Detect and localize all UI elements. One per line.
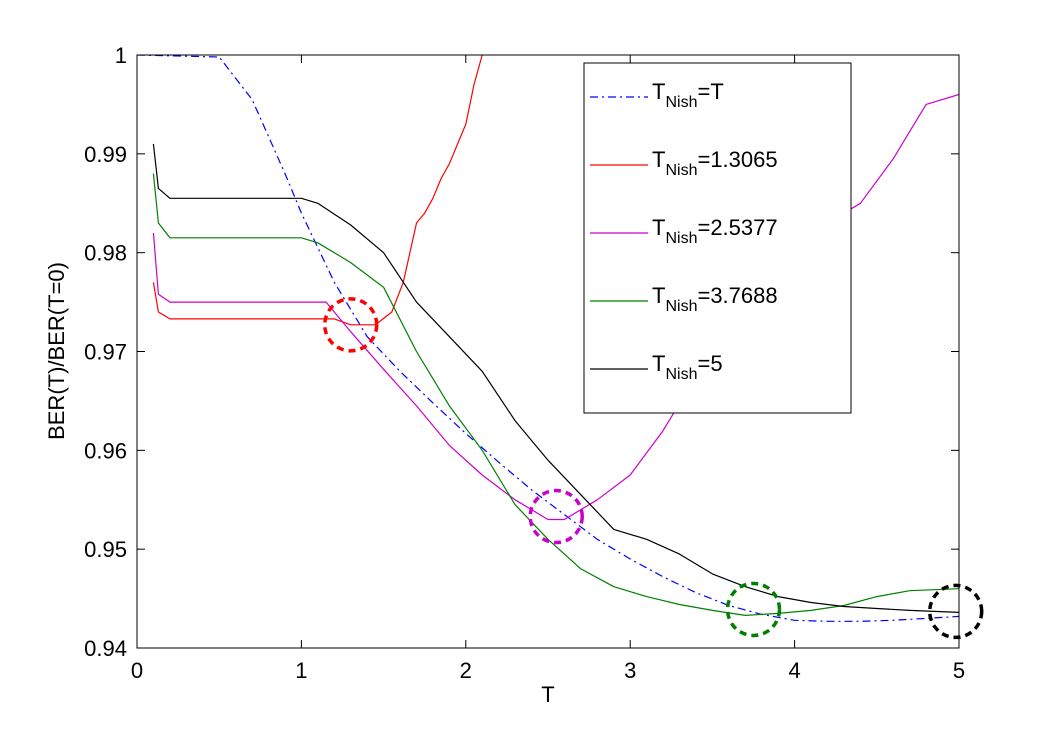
annotation-layer	[322, 297, 984, 640]
axis-layer: 0 1 2 3 4 5 0.94 0.95 0.96 0.97 0.98 0.99 1	[84, 43, 965, 683]
x-axis-label: T	[541, 682, 554, 707]
series-line-1	[152, 55, 483, 326]
y-tick-label: 0.95	[84, 537, 127, 562]
highlight-circle-3	[927, 583, 984, 640]
highlight-circle-2	[725, 581, 782, 638]
legend-label-4: TNish=5	[652, 351, 723, 383]
legend: TNish=T TNish=1.3065 TNish=2.5377 TNish=3.7…	[583, 62, 852, 414]
x-tick-label: 1	[295, 658, 307, 683]
y-tick-label: 0.94	[84, 636, 127, 661]
series-line-0	[137, 55, 959, 622]
y-axis-label: BER(T)/BER(T=0)	[44, 262, 69, 440]
legend-label-3: TNish=3.7688	[652, 283, 778, 315]
y-tick-label: 1	[115, 43, 127, 68]
series-line-4	[152, 143, 959, 613]
legend-box	[583, 62, 852, 414]
legend-label-1: TNish=1.3065	[652, 147, 778, 179]
y-tick-label: 0.99	[84, 142, 127, 167]
legend-label-2: TNish=2.5377	[652, 215, 778, 247]
y-tick-label: 0.97	[84, 340, 127, 365]
x-tick-label: 4	[788, 658, 800, 683]
series-line-3	[152, 173, 959, 617]
legend-label-0: TNish=T	[652, 79, 724, 111]
x-tick-label: 5	[953, 658, 965, 683]
x-tick-label: 0	[131, 658, 143, 683]
x-tick-label: 3	[624, 658, 636, 683]
highlight-circle-0	[322, 297, 379, 353]
y-tick-label: 0.98	[84, 241, 127, 266]
highlight-circle-1	[528, 488, 584, 545]
x-tick-label: 2	[460, 658, 472, 683]
y-tick-label: 0.96	[84, 438, 127, 463]
